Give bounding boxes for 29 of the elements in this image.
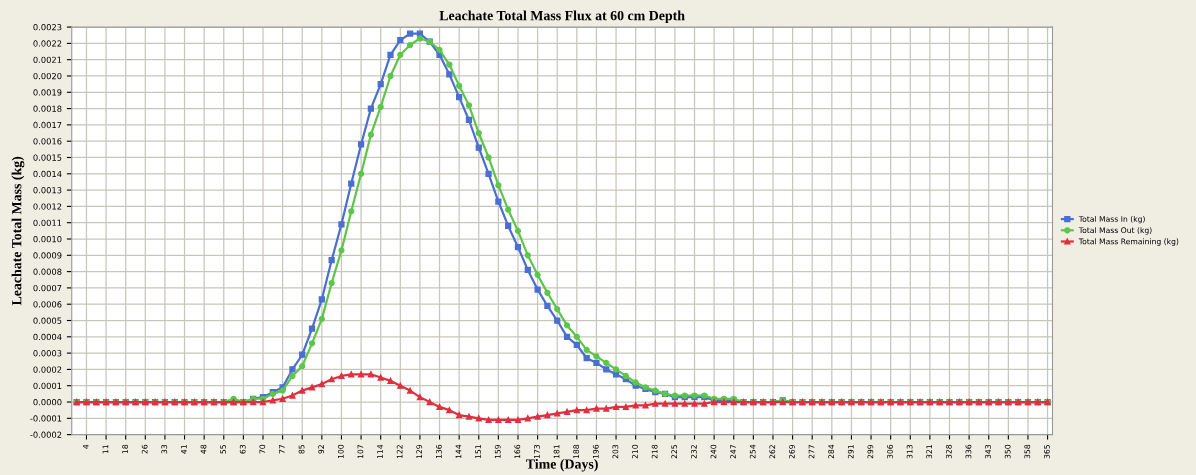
y-tick-label: 0.0008 — [33, 268, 62, 275]
y-tick-label: 0.0010 — [33, 235, 62, 243]
y-tick-label: 0.0012 — [33, 203, 62, 210]
y-tick-label: 0.0013 — [33, 187, 62, 194]
y-tick-label: 0.0017 — [33, 121, 62, 129]
y-tick-label: 0.0009 — [33, 252, 62, 259]
y-tick-label: 0.0000 — [33, 399, 62, 406]
y-tick-label: 0.0021 — [33, 56, 62, 63]
y-tick-label: 0.0023 — [33, 24, 62, 31]
y-tick-label: -0.0002 — [30, 431, 62, 438]
y-tick-label: 0.0006 — [33, 301, 62, 308]
x-axis-title: Time (Days) — [526, 458, 598, 472]
y-tick-label: 0.0005 — [33, 317, 62, 324]
y-tick-label: 0.0016 — [33, 138, 62, 145]
y-axis-title: Leachate Total Mass (kg) — [11, 156, 25, 306]
y-tick-label: 0.0014 — [33, 170, 62, 178]
y-tick-label: 0.0019 — [33, 89, 62, 96]
y-tick-label: -0.0001 — [30, 415, 62, 422]
y-tick-label: 0.0015 — [33, 154, 62, 161]
y-tick-label: 0.0022 — [33, 40, 62, 47]
y-tick-label: 0.0011 — [33, 219, 62, 226]
y-tick-label: 0.0020 — [33, 72, 62, 80]
y-tick-label: 0.0004 — [33, 333, 62, 341]
y-tick-label: 0.0007 — [33, 284, 62, 292]
y-tick-label: 0.0003 — [33, 350, 62, 357]
y-tick-label: 0.0002 — [33, 366, 62, 373]
y-tick-label: 0.0018 — [33, 105, 62, 112]
chart-title: Leachate Total Mass Flux at 60 cm Depth — [439, 10, 685, 24]
y-tick-label: 0.0001 — [33, 382, 62, 389]
